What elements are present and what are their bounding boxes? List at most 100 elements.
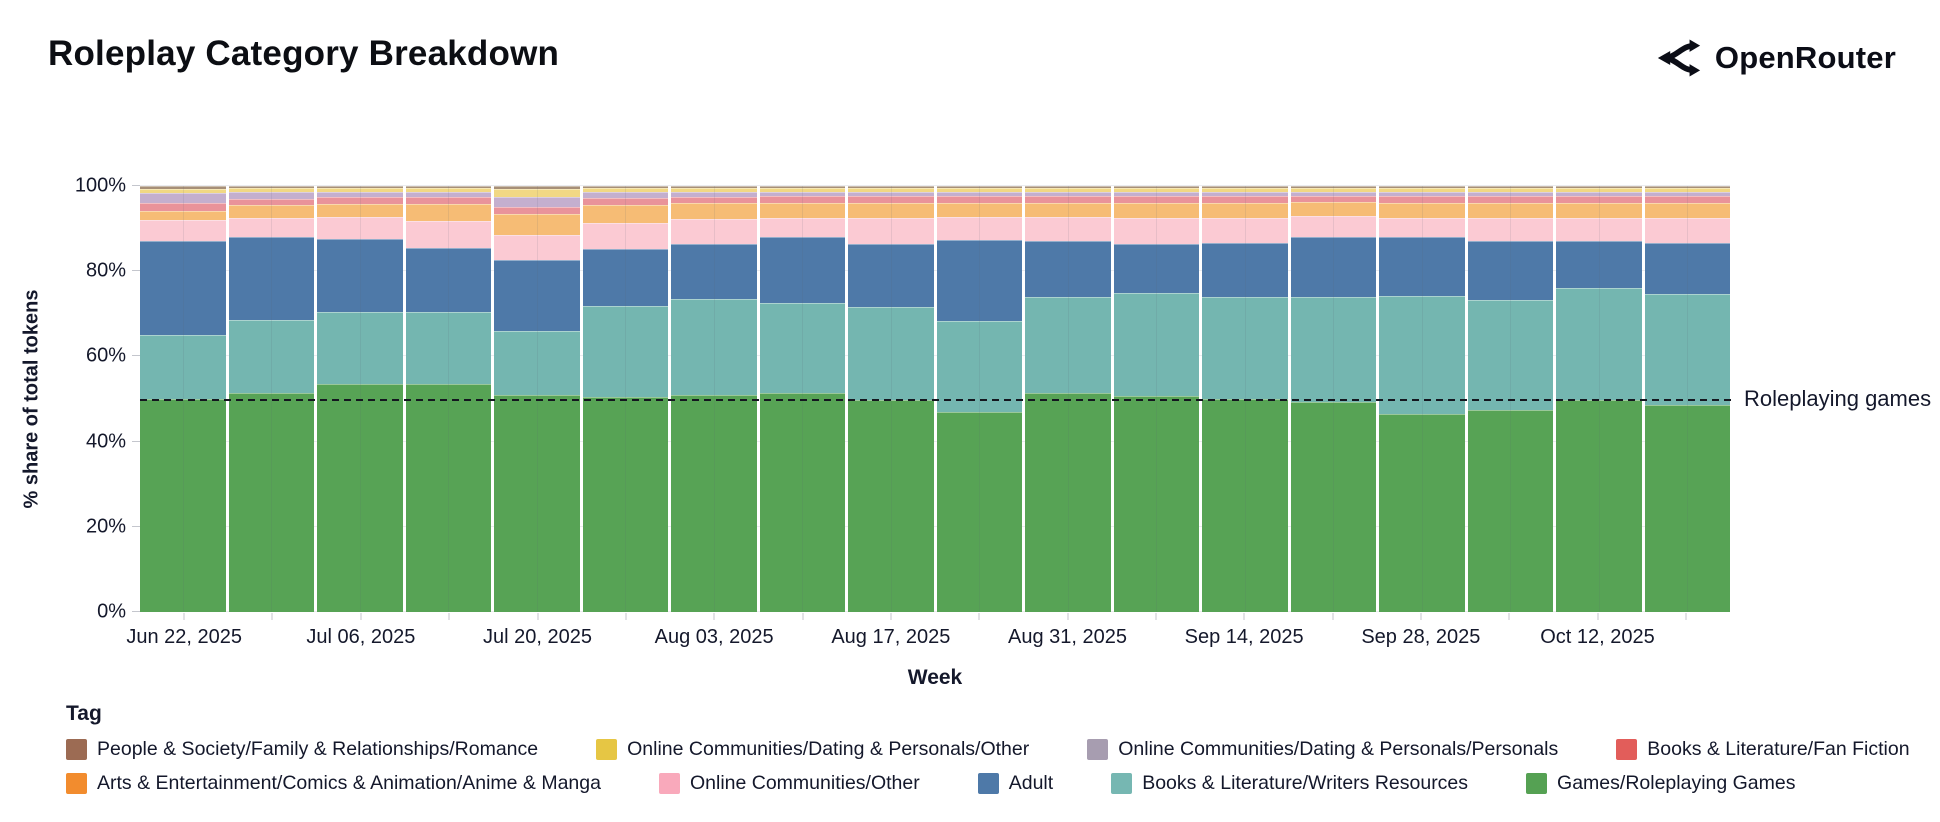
bar-segment[interactable] <box>494 196 580 208</box>
bar-segment[interactable] <box>1379 192 1465 197</box>
bar-segment[interactable] <box>759 202 845 218</box>
bar-segment[interactable] <box>317 197 403 204</box>
bar-segment[interactable] <box>582 197 668 206</box>
bar-segment[interactable] <box>759 392 845 612</box>
bar-segment[interactable] <box>1556 188 1642 193</box>
bar-segment[interactable] <box>759 237 845 304</box>
bar-segment[interactable] <box>1202 243 1288 297</box>
bar-segment[interactable] <box>228 205 314 218</box>
bar-segment[interactable] <box>1025 203 1111 217</box>
bar[interactable] <box>1025 186 1111 612</box>
bar-segment[interactable] <box>140 192 226 204</box>
bar-segment[interactable] <box>1644 196 1730 203</box>
bar[interactable] <box>1290 186 1376 612</box>
bar-segment[interactable] <box>228 392 314 612</box>
bar-segment[interactable] <box>1379 413 1465 612</box>
bar-segment[interactable] <box>228 237 314 321</box>
bar-segment[interactable] <box>582 192 668 198</box>
bar-segment[interactable] <box>494 186 580 190</box>
bar-segment[interactable] <box>1290 215 1376 237</box>
bar-segment[interactable] <box>405 384 491 612</box>
bar-segment[interactable] <box>848 192 934 197</box>
bar-segment[interactable] <box>1113 396 1199 612</box>
bar-segment[interactable] <box>1379 295 1465 414</box>
bar-segment[interactable] <box>936 192 1022 197</box>
bar-segment[interactable] <box>1644 404 1730 612</box>
bar[interactable] <box>1644 186 1730 612</box>
bar-segment[interactable] <box>1025 216 1111 241</box>
bar-segment[interactable] <box>317 239 403 312</box>
bar-segment[interactable] <box>140 186 226 189</box>
bar-segment[interactable] <box>582 248 668 307</box>
bar-segment[interactable] <box>1379 196 1465 203</box>
bar-segment[interactable] <box>140 203 226 211</box>
bar-segment[interactable] <box>1290 196 1376 203</box>
bar-segment[interactable] <box>1556 399 1642 612</box>
bar-segment[interactable] <box>1556 186 1642 189</box>
bar-segment[interactable] <box>405 188 491 193</box>
bar-segment[interactable] <box>405 247 491 312</box>
bar-segment[interactable] <box>140 219 226 242</box>
bar-segment[interactable] <box>1202 217 1288 244</box>
bar-segment[interactable] <box>582 222 668 249</box>
bar-segment[interactable] <box>1025 188 1111 193</box>
bar-segment[interactable] <box>1290 188 1376 193</box>
bar-segment[interactable] <box>1556 288 1642 400</box>
bar-segment[interactable] <box>848 243 934 308</box>
legend-item[interactable]: Online Communities/Dating & Personals/Pe… <box>1087 738 1558 761</box>
bar-segment[interactable] <box>848 307 934 400</box>
bar-segment[interactable] <box>1025 296 1111 393</box>
bar-segment[interactable] <box>405 197 491 204</box>
bar-segment[interactable] <box>405 220 491 248</box>
bar-segment[interactable] <box>494 235 580 260</box>
bar[interactable] <box>1379 186 1465 612</box>
bar-segment[interactable] <box>1202 296 1288 399</box>
bar-segment[interactable] <box>317 192 403 198</box>
bar-segment[interactable] <box>671 192 757 197</box>
bar[interactable] <box>936 186 1022 612</box>
legend-item[interactable]: Games/Roleplaying Games <box>1526 772 1795 795</box>
bar-segment[interactable] <box>228 320 314 393</box>
bar-segment[interactable] <box>936 202 1022 217</box>
bar-segment[interactable] <box>671 243 757 300</box>
bar[interactable] <box>1202 186 1288 612</box>
bar-segment[interactable] <box>1556 196 1642 203</box>
bar-segment[interactable] <box>1025 186 1111 189</box>
bar-segment[interactable] <box>1467 188 1553 193</box>
bar-segment[interactable] <box>140 210 226 220</box>
legend-item[interactable]: People & Society/Family & Relationships/… <box>66 738 538 761</box>
bar-segment[interactable] <box>405 203 491 221</box>
bar-segment[interactable] <box>848 188 934 193</box>
bar-segment[interactable] <box>1379 188 1465 193</box>
bar[interactable] <box>405 186 491 612</box>
bar-segment[interactable] <box>1644 243 1730 294</box>
bar-segment[interactable] <box>1202 192 1288 197</box>
bar-segment[interactable] <box>1290 186 1376 189</box>
legend-item[interactable]: Arts & Entertainment/Comics & Animation/… <box>66 772 601 795</box>
bar-segment[interactable] <box>1025 240 1111 297</box>
bar-segment[interactable] <box>1556 192 1642 197</box>
bar-segment[interactable] <box>1290 296 1376 402</box>
bar-segment[interactable] <box>1379 186 1465 189</box>
bar-segment[interactable] <box>140 335 226 399</box>
bar-segment[interactable] <box>759 196 845 203</box>
bar-segment[interactable] <box>228 188 314 193</box>
bar-segment[interactable] <box>1290 401 1376 612</box>
bar-segment[interactable] <box>1113 203 1199 218</box>
bar[interactable] <box>228 186 314 612</box>
bar-segment[interactable] <box>1113 218 1199 244</box>
bar-segment[interactable] <box>1644 186 1730 189</box>
bar-segment[interactable] <box>1202 203 1288 218</box>
bar-segment[interactable] <box>1202 188 1288 192</box>
bar-segment[interactable] <box>228 217 314 238</box>
bar-segment[interactable] <box>671 188 757 193</box>
bar-segment[interactable] <box>317 311 403 385</box>
bar-segment[interactable] <box>317 216 403 240</box>
bar-segment[interactable] <box>671 186 757 189</box>
bar-segment[interactable] <box>671 218 757 244</box>
bar-segment[interactable] <box>1290 202 1376 216</box>
bar-segment[interactable] <box>1202 196 1288 204</box>
bar-segment[interactable] <box>317 188 403 193</box>
bar-segment[interactable] <box>582 205 668 223</box>
bar-segment[interactable] <box>1644 202 1730 218</box>
